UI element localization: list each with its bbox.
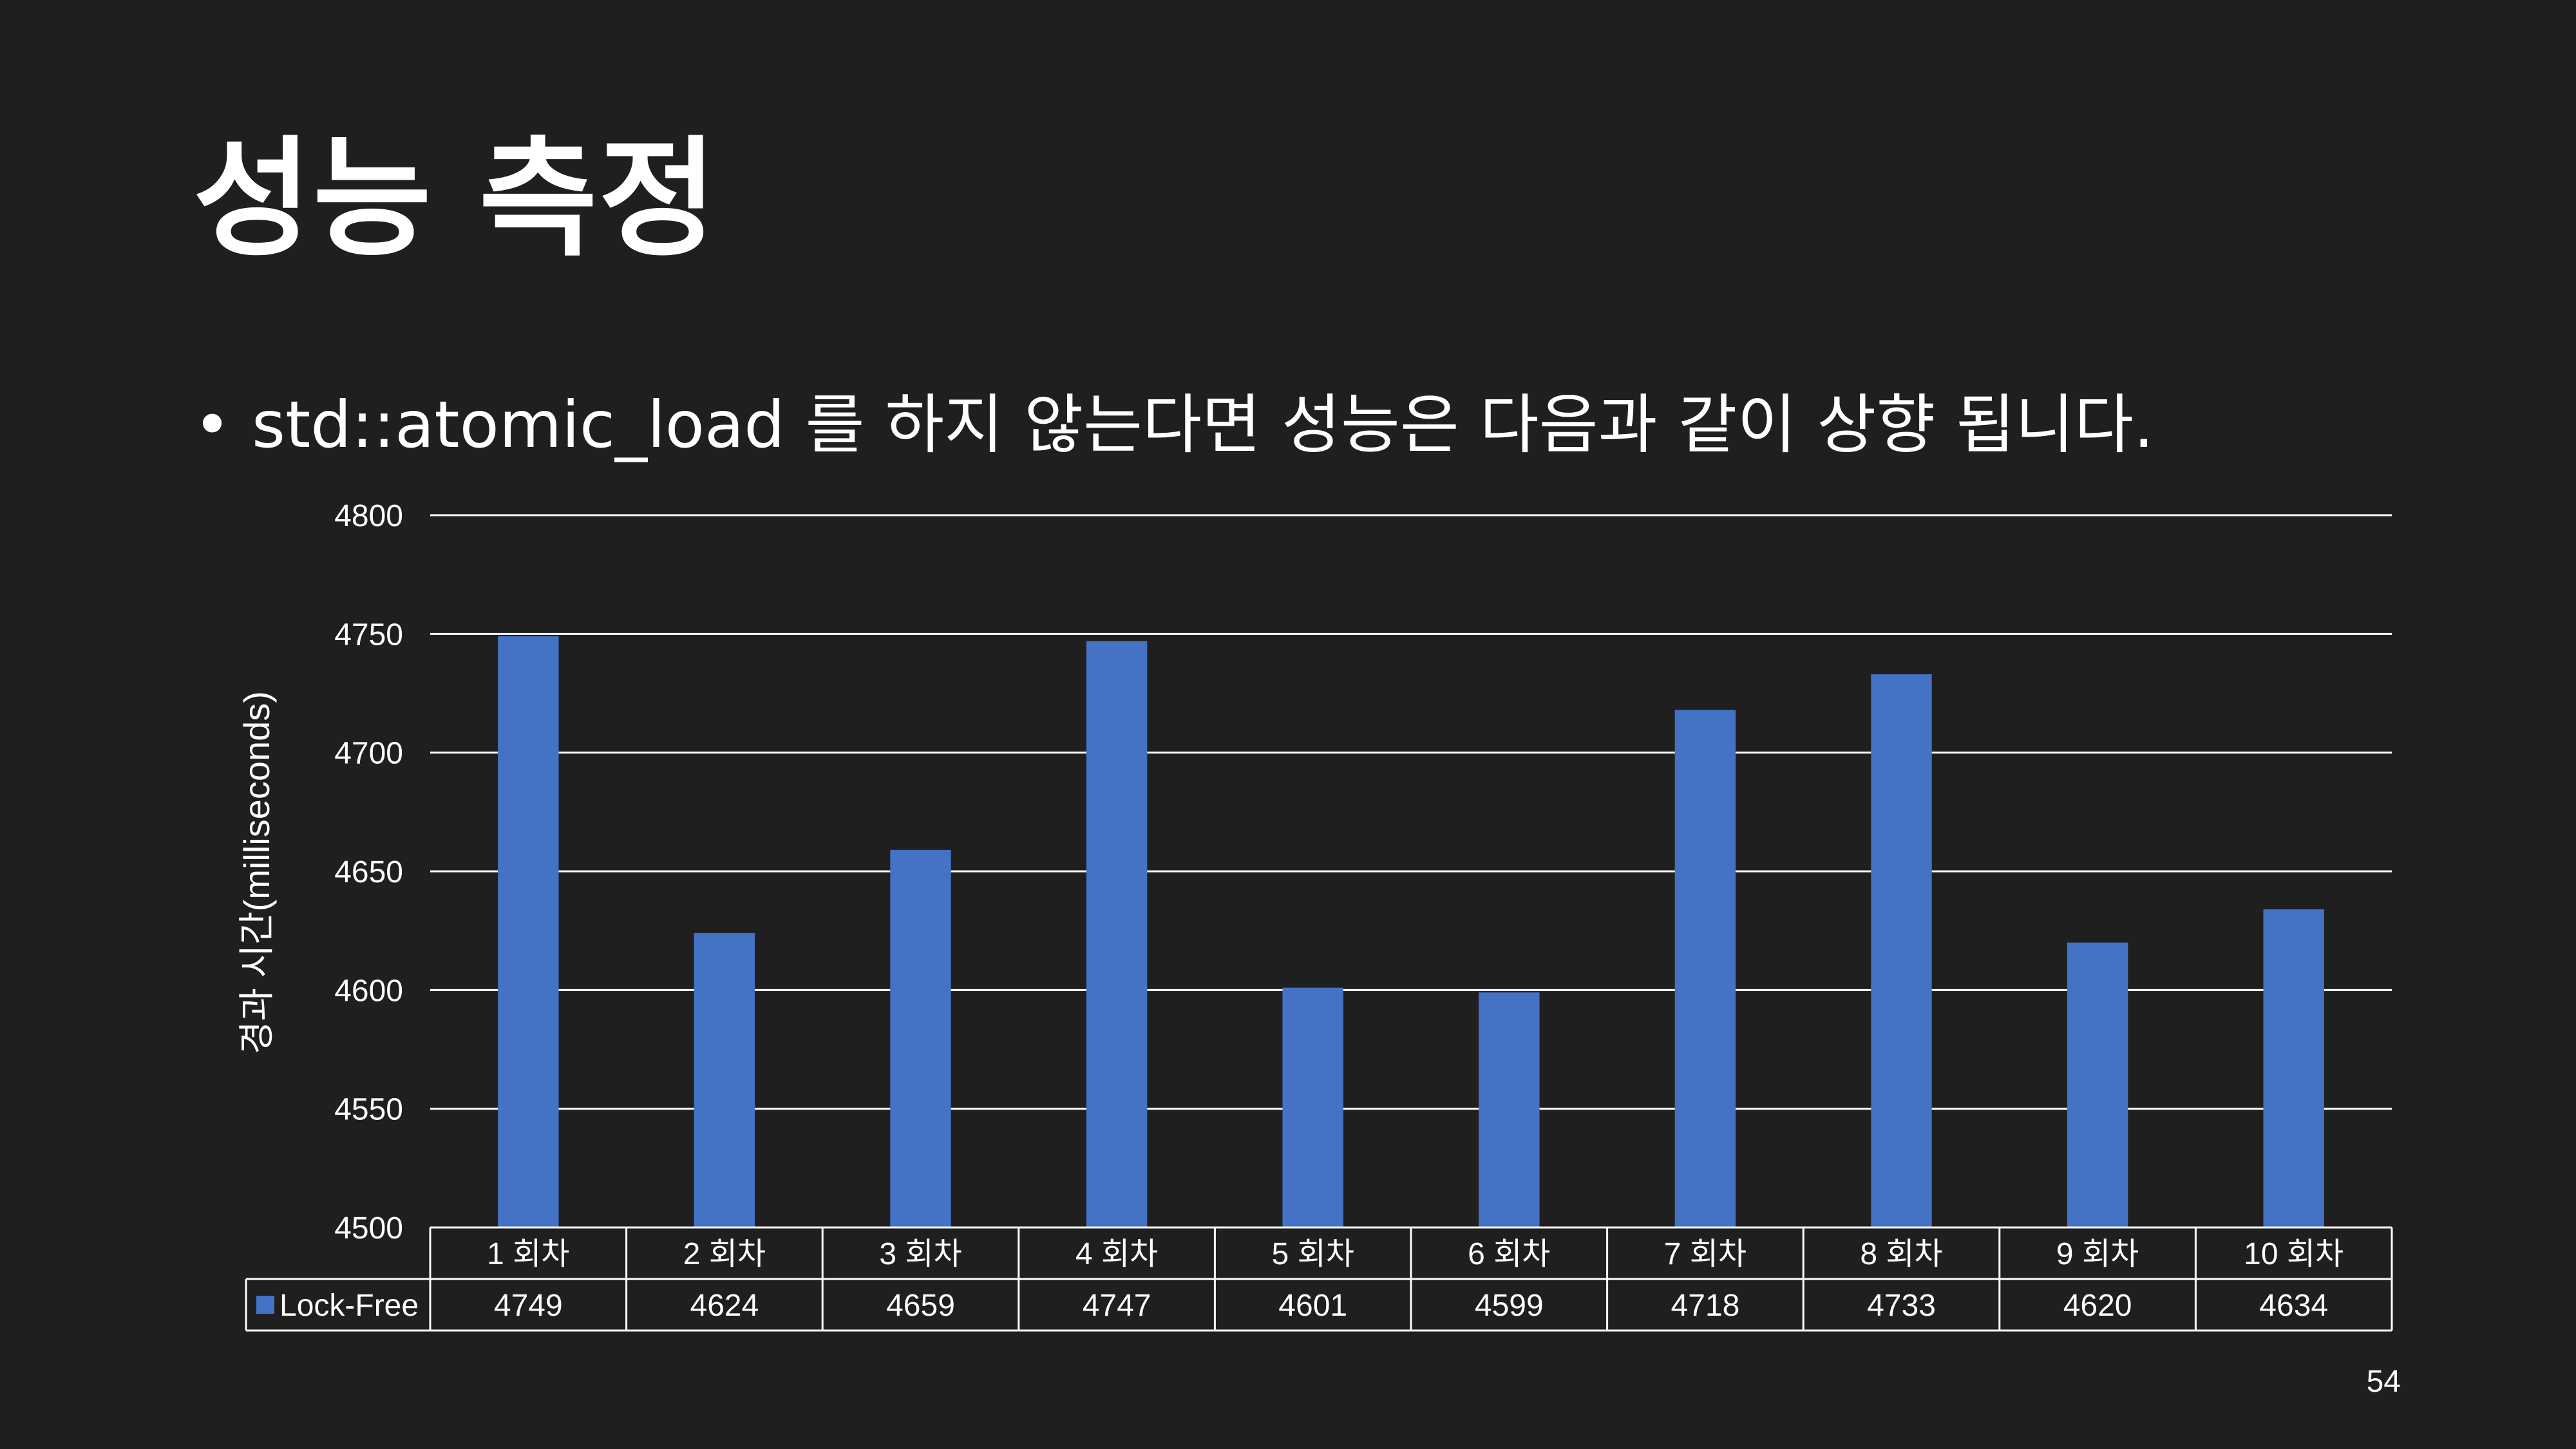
data-value-label: 4620 [2063, 1289, 2132, 1323]
data-value-label: 4624 [690, 1289, 759, 1323]
bar [1479, 992, 1540, 1227]
category-label: 10 회차 [2244, 1237, 2344, 1271]
data-value-label: 4601 [1278, 1289, 1347, 1323]
bar [1282, 987, 1343, 1227]
y-tick-label: 4600 [334, 974, 403, 1008]
bullet-text: std::atomic_load 를 하지 않는다면 성능은 다음과 같이 상향… [251, 387, 2154, 462]
y-tick-label: 4650 [334, 855, 403, 889]
category-label: 7 회차 [1664, 1237, 1747, 1271]
bar [2067, 942, 2128, 1227]
bullet-marker: • [193, 387, 231, 462]
y-tick-label: 4500 [334, 1211, 403, 1245]
category-label: 6 회차 [1468, 1237, 1550, 1271]
bullet-point: • std::atomic_load 를 하지 않는다면 성능은 다음과 같이 상… [193, 386, 2154, 464]
data-value-label: 4599 [1475, 1289, 1544, 1323]
bar [498, 636, 559, 1227]
data-table: 1 회차 4749 2 회차 4624 3 회차 4659 4 회차 4747 5 회차 4601… [245, 1226, 2393, 1332]
category-label: 5 회차 [1272, 1237, 1354, 1271]
bar [1674, 710, 1736, 1227]
y-axis-ticks: 4500 4550 4600 4650 4700 4750 4800 [334, 499, 403, 1245]
page-number: 54 [2366, 1365, 2401, 1399]
category-label: 2 회차 [683, 1237, 766, 1271]
data-value-label: 4659 [886, 1289, 955, 1323]
bar [694, 933, 755, 1227]
y-tick-label: 4750 [334, 618, 403, 652]
y-tick-label: 4700 [334, 737, 403, 771]
data-value-label: 4634 [2259, 1289, 2328, 1323]
slide-title: 성능 측정 [193, 124, 719, 274]
data-value-label: 4733 [1867, 1289, 1936, 1323]
bar [890, 849, 951, 1227]
legend-swatch [256, 1296, 274, 1314]
data-value-label: 4747 [1083, 1289, 1151, 1323]
category-label: 4 회차 [1075, 1237, 1158, 1271]
data-value-label: 4718 [1671, 1289, 1740, 1323]
legend-label: Lock-Free [279, 1289, 419, 1323]
y-tick-label: 4550 [334, 1093, 403, 1127]
category-label: 8 회차 [1860, 1237, 1942, 1271]
bar [2263, 909, 2324, 1227]
gridlines [430, 514, 2392, 1110]
bars [498, 636, 2324, 1227]
y-tick-label: 4800 [334, 499, 403, 533]
category-label: 1 회차 [487, 1237, 569, 1271]
data-value-label: 4749 [494, 1289, 563, 1323]
category-label: 9 회차 [2056, 1237, 2139, 1271]
y-axis-label: 경과 시간(milliseconds) [236, 691, 277, 1054]
category-label: 3 회차 [879, 1237, 961, 1271]
bar [1086, 641, 1148, 1227]
bar [1871, 674, 1932, 1227]
